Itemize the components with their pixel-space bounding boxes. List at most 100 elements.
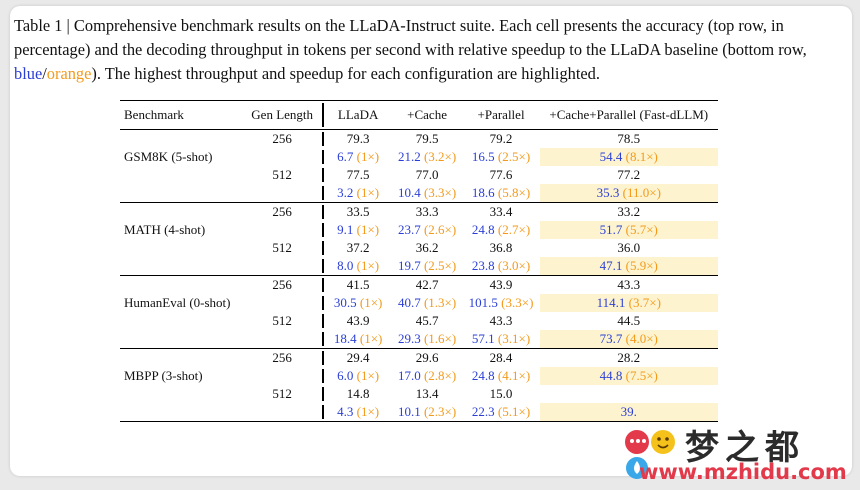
throughput-value: 24.8	[471, 368, 495, 383]
figure-card	[10, 6, 852, 476]
throughput-value: 29.3	[397, 331, 421, 346]
caption-text: Table 1 | Comprehensive benchmark result…	[14, 16, 807, 59]
gen-length-cell	[244, 367, 321, 385]
throughput-parallel: 24.8 (4.1×)	[463, 367, 540, 385]
benchmark-cell	[120, 166, 244, 184]
benchmark-cell	[120, 239, 244, 257]
speedup-value: (2.5×)	[423, 258, 457, 273]
throughput-row: 8.0 (1×) 19.7 (2.5×) 23.8 (3.0×) 47.1 (5.9×…	[120, 257, 718, 276]
speedup-value: (1×)	[356, 149, 380, 164]
speedup-value: (2.6×)	[423, 222, 457, 237]
speedup-value: (4.1×)	[497, 368, 531, 383]
separator-cell	[321, 312, 325, 330]
throughput-value: 16.5	[471, 149, 495, 164]
throughput-fast-dllm: 44.8 (7.5×)	[539, 367, 718, 385]
throughput-value: 57.1	[471, 331, 495, 346]
accuracy-row: 256 41.5 42.7 43.9 43.3	[120, 276, 718, 295]
speedup-value: (3.1×)	[497, 331, 531, 346]
separator-cell	[320, 184, 325, 203]
throughput-value: 8.0	[337, 258, 354, 273]
throughput-llada: 30.5 (1×)	[325, 294, 392, 312]
accuracy-fast-dllm: 33.2	[617, 204, 641, 219]
speedup-value: (3.3×)	[423, 185, 457, 200]
speedup-value: (3.2×)	[423, 149, 457, 164]
accuracy-parallel: 77.6	[489, 167, 513, 182]
separator-cell	[321, 148, 325, 166]
header-cache: +Cache	[391, 100, 463, 130]
speedup-value: (1×)	[359, 331, 383, 346]
benchmark-name: HumanEval (0-shot)	[124, 295, 231, 310]
gen-length-cell	[243, 403, 321, 422]
speedup-value: (5.8×)	[497, 185, 531, 200]
accuracy-row: 512 77.5 77.0 77.6 77.2	[120, 166, 718, 184]
throughput-llada: 18.4 (1×)	[324, 330, 392, 349]
throughput-parallel: 22.3 (5.1×)	[462, 403, 540, 422]
accuracy-cache: 45.7	[415, 313, 439, 328]
watermark-title: 梦之都	[685, 428, 805, 468]
accuracy-parallel: 33.4	[489, 204, 513, 219]
speedup-value: (1.6×)	[423, 331, 457, 346]
throughput-value: 6.0	[337, 368, 354, 383]
throughput-fast-dllm: 39.	[539, 403, 718, 422]
benchmark-cell	[120, 203, 244, 222]
accuracy-llada: 43.9	[346, 313, 370, 328]
speedup-value: (1×)	[356, 222, 380, 237]
throughput-fast-dllm: 51.7 (5.7×)	[539, 221, 718, 239]
accuracy-cache: 36.2	[415, 240, 439, 255]
throughput-value: 18.4	[333, 331, 357, 346]
separator-cell	[321, 349, 325, 368]
accuracy-llada: 33.5	[346, 204, 370, 219]
throughput-parallel: 101.5 (3.3×)	[463, 294, 540, 312]
throughput-llada: 6.0 (1×)	[325, 367, 392, 385]
separator-cell	[321, 294, 325, 312]
gen-length-cell: 512	[272, 240, 292, 255]
throughput-cache: 17.0 (2.8×)	[392, 367, 463, 385]
accuracy-fast-dllm: 36.0	[617, 240, 641, 255]
gen-length-cell: 256	[272, 277, 292, 292]
throughput-value: 6.7	[337, 149, 354, 164]
throughput-row: MBPP (3-shot) 6.0 (1×) 17.0 (2.8×) 24.8 (4.…	[120, 367, 718, 385]
gen-length-cell	[243, 330, 321, 349]
throughput-llada: 9.1 (1×)	[325, 221, 392, 239]
accuracy-row: 512 37.2 36.2 36.8 36.0	[120, 239, 718, 257]
throughput-cache: 23.7 (2.6×)	[392, 221, 463, 239]
accuracy-fast-dllm: 77.2	[617, 167, 641, 182]
table-body: 256 79.3 79.5 79.2 78.5 GSM8K (5-shot) 6.7 (1×…	[120, 130, 718, 422]
throughput-value: 9.1	[337, 222, 354, 237]
throughput-llada: 3.2 (1×)	[324, 184, 392, 203]
throughput-parallel: 57.1 (3.1×)	[462, 330, 540, 349]
throughput-value: 10.1	[397, 404, 421, 419]
throughput-row: MATH (4-shot) 9.1 (1×) 23.7 (2.6×) 24.8 (2.…	[120, 221, 718, 239]
header-benchmark: Benchmark	[120, 100, 244, 130]
throughput-value: 114.1	[596, 295, 626, 310]
gen-length-cell: 512	[272, 167, 292, 182]
header-row: Benchmark Gen Length LLaDA +Cache +Paral…	[120, 100, 718, 130]
caption-text-end: ). The highest throughput and speedup fo…	[91, 64, 600, 83]
accuracy-fast-dllm: 43.3	[617, 277, 641, 292]
speedup-value: (2.8×)	[423, 368, 457, 383]
speedup-value: (1.3×)	[423, 295, 457, 310]
speedup-value: (5.7×)	[625, 222, 658, 237]
gen-length-cell: 512	[272, 386, 292, 401]
speedup-value: (2.5×)	[497, 149, 531, 164]
benchmark-cell	[120, 330, 244, 349]
caption-slash: /	[42, 64, 47, 83]
throughput-cache: 40.7 (1.3×)	[392, 294, 463, 312]
throughput-llada: 6.7 (1×)	[325, 148, 392, 166]
accuracy-row: 256 29.4 29.6 28.4 28.2	[120, 349, 718, 368]
accuracy-cache: 42.7	[415, 277, 439, 292]
benchmark-cell	[120, 257, 244, 276]
speedup-value: (4.0×)	[625, 331, 658, 346]
benchmark-cell	[120, 130, 244, 149]
watermark-logo-icon	[625, 430, 675, 479]
accuracy-row: 256 79.3 79.5 79.2 78.5	[120, 130, 718, 149]
accuracy-parallel: 43.3	[489, 313, 513, 328]
speedup-value: (3.0×)	[497, 258, 531, 273]
throughput-value: 39.	[620, 404, 637, 419]
accuracy-row: 256 33.5 33.3 33.4 33.2	[120, 203, 718, 222]
throughput-cache: 10.4 (3.3×)	[391, 184, 463, 203]
watermark: 梦之都 www.mzhidu.com	[615, 420, 855, 488]
separator-cell	[321, 166, 325, 184]
throughput-value: 40.7	[397, 295, 421, 310]
speedup-value: (1×)	[359, 295, 383, 310]
